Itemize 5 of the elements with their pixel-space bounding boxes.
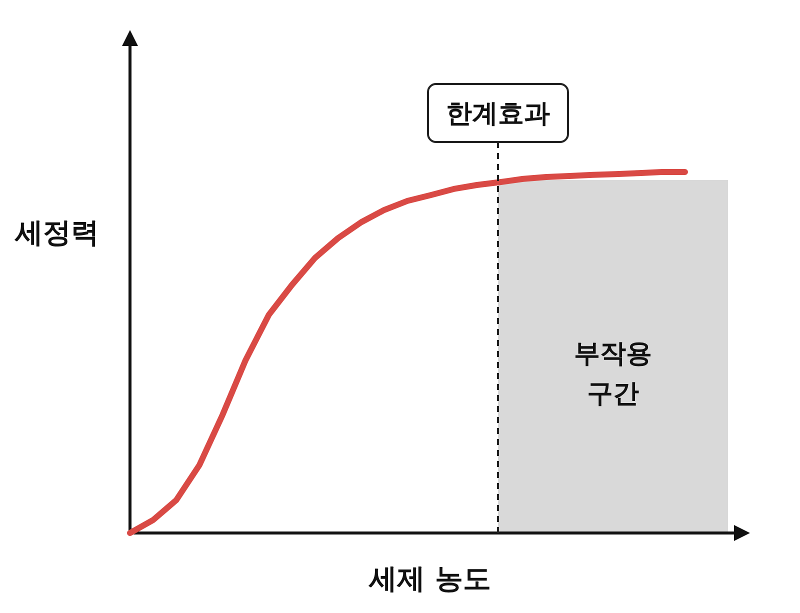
annotation: 부작용 구간 — [574, 339, 652, 409]
x-axis-title: 세제 농도 — [368, 562, 491, 595]
shaded-zone: 부작용 구간 — [498, 180, 728, 533]
y-axis-title: 세정력 — [14, 216, 99, 249]
ref-label: 한계효과 — [427, 83, 569, 143]
